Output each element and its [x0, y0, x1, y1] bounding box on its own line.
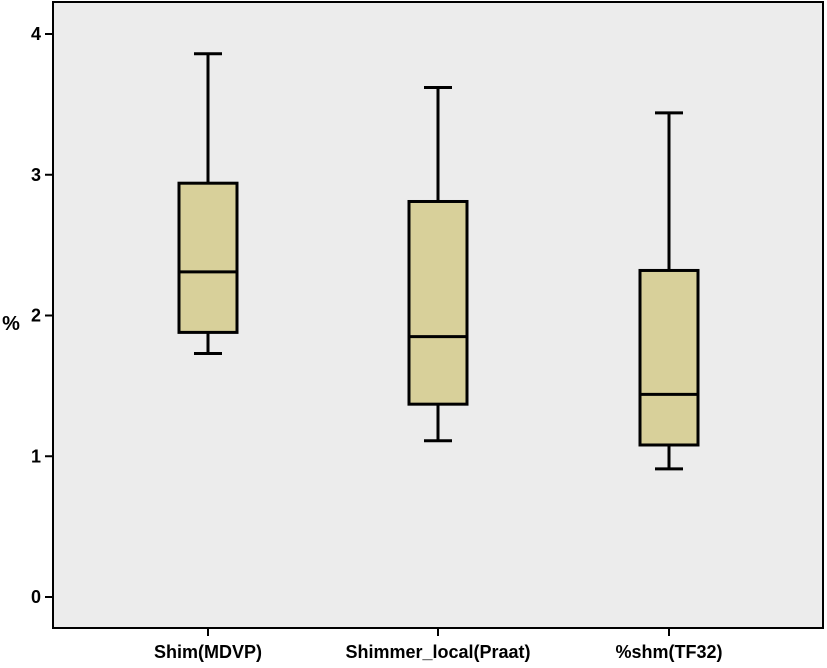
y-axis-title: % — [2, 313, 20, 335]
iqr-box — [407, 199, 469, 406]
x-tick-label: %shm(TF32) — [615, 642, 722, 662]
y-tick-label: 4 — [31, 24, 41, 44]
y-tick-label: 3 — [31, 165, 41, 185]
x-tick-label: Shimmer_local(Praat) — [345, 642, 530, 662]
iqr-box — [638, 268, 700, 447]
y-tick-label: 2 — [31, 306, 41, 326]
y-tick-label: 1 — [31, 446, 41, 466]
box-3 — [638, 111, 700, 471]
iqr-box — [177, 181, 239, 334]
y-axis: 0 1 2 3 4 — [31, 24, 53, 607]
boxes-group — [177, 52, 700, 471]
x-axis: Shim(MDVP) Shimmer_local(Praat) %shm(TF32) — [154, 628, 723, 662]
box-2 — [407, 85, 469, 443]
x-tick-label: Shim(MDVP) — [154, 642, 262, 662]
box-1 — [177, 52, 239, 356]
y-tick-label: 0 — [31, 587, 41, 607]
